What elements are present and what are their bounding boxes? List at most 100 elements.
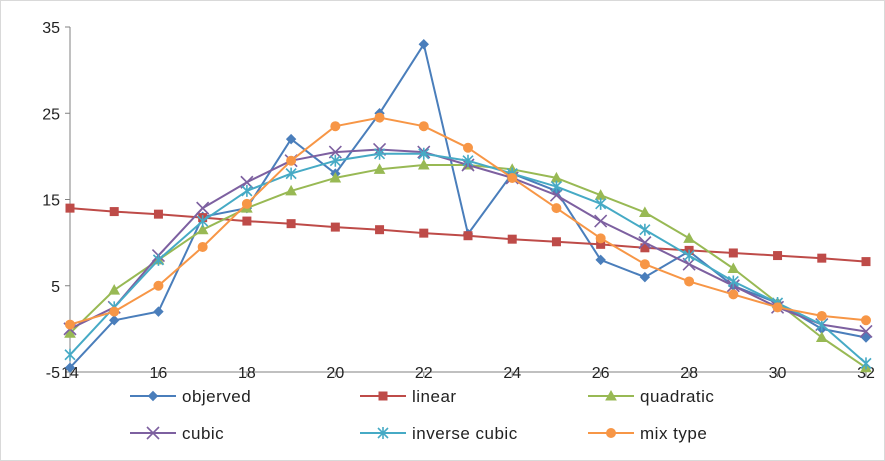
series-inverse-cubic [64, 147, 872, 370]
legend-label: quadratic [640, 387, 714, 406]
data-point-quadratic [108, 284, 121, 295]
data-point-linear [728, 248, 738, 258]
data-point-cubic [859, 324, 873, 339]
legend-label: mix type [640, 424, 707, 443]
data-point-linear [65, 203, 75, 213]
data-point-inverse-cubic [595, 197, 607, 210]
x-tick-label: 30 [769, 365, 787, 382]
legend-label: cubic [182, 424, 224, 443]
data-point-cubic [196, 201, 210, 215]
data-point-mix-type [684, 276, 695, 287]
data-point-quadratic [373, 163, 386, 174]
legend-item-cubic: cubic [130, 424, 224, 443]
legend-marker [606, 428, 616, 438]
data-point-quadratic [417, 158, 430, 170]
data-point-mix-type [418, 121, 429, 132]
data-point-mix-type [551, 203, 562, 214]
data-point-cubic [594, 214, 608, 228]
data-point-mix-type [772, 302, 783, 313]
data-point-linear [463, 231, 473, 241]
data-point-objerved [418, 39, 429, 50]
data-point-objerved [285, 133, 297, 145]
x-tick-label: 20 [326, 365, 344, 382]
data-point-quadratic [639, 206, 651, 217]
x-tick-label: 26 [592, 365, 610, 382]
data-point-inverse-cubic [639, 223, 651, 236]
data-point-mix-type [197, 241, 208, 252]
data-point-linear [286, 219, 296, 229]
data-point-quadratic [683, 232, 695, 243]
data-point-quadratic [815, 331, 828, 342]
data-point-mix-type [153, 280, 164, 291]
series-mix-type [65, 112, 871, 330]
x-tick-label: 22 [415, 365, 433, 382]
y-tick-label: -5 [46, 365, 60, 382]
x-tick-label: 24 [503, 365, 521, 382]
data-point-mix-type [286, 155, 297, 166]
legend-marker [146, 426, 160, 440]
legend-marker [605, 389, 617, 401]
y-tick-label: 25 [42, 106, 60, 123]
y-tick-label: 35 [42, 20, 60, 37]
data-point-linear [861, 257, 871, 267]
series-line-cubic [69, 148, 867, 333]
data-point-inverse-cubic [152, 253, 165, 266]
series-line-quadratic [69, 164, 867, 369]
legend-item-objerved: objerved [130, 387, 251, 406]
data-point-mix-type [65, 319, 75, 330]
data-point-linear [375, 225, 385, 235]
data-point-objerved [595, 254, 606, 266]
data-point-inverse-cubic [329, 154, 341, 167]
y-tick-label: 15 [42, 193, 60, 210]
data-point-mix-type [507, 172, 518, 183]
legend-marker [377, 427, 389, 439]
data-point-cubic [638, 236, 652, 250]
data-point-objerved [860, 332, 872, 343]
data-point-mix-type [816, 310, 827, 321]
series-quadratic [64, 158, 872, 373]
data-point-inverse-cubic [64, 348, 76, 361]
legend-item-linear: linear [360, 387, 456, 406]
series-objerved [64, 39, 872, 373]
data-point-linear [507, 234, 517, 244]
legend: objerved linear quadratic cubic inverse cubi… [130, 387, 714, 443]
data-point-linear [551, 237, 561, 247]
data-point-inverse-cubic [860, 357, 872, 370]
x-tick-label: 32 [857, 365, 875, 382]
data-point-linear [242, 216, 252, 226]
legend-marker [147, 390, 159, 402]
data-point-objerved [64, 362, 76, 373]
series-line-objerved [69, 43, 867, 369]
data-point-objerved [109, 315, 120, 326]
data-point-mix-type [330, 121, 341, 132]
x-tick-label: 18 [238, 365, 256, 382]
legend-marker [378, 391, 388, 401]
data-point-quadratic [727, 262, 740, 273]
data-point-objerved [153, 306, 164, 317]
data-point-linear [109, 207, 119, 217]
data-point-mix-type [374, 112, 385, 123]
data-point-mix-type [109, 306, 120, 317]
data-point-mix-type [463, 142, 473, 153]
x-tick-label: 14 [61, 365, 79, 382]
data-point-inverse-cubic [418, 147, 430, 160]
data-point-inverse-cubic [550, 180, 563, 193]
data-point-mix-type [861, 315, 871, 326]
data-point-quadratic [196, 223, 209, 235]
legend-item-inverse-cubic: inverse cubic [360, 424, 517, 443]
data-point-mix-type [241, 198, 252, 209]
data-point-inverse-cubic [241, 184, 253, 197]
data-point-quadratic [64, 327, 76, 338]
data-point-inverse-cubic [683, 249, 695, 262]
data-point-linear [419, 228, 429, 238]
data-point-inverse-cubic [462, 154, 474, 167]
axes: -5 5 15 25 35 14 16 18 20 22 24 26 28 30 32 [42, 20, 875, 382]
data-point-inverse-cubic [197, 215, 209, 228]
data-point-quadratic [329, 171, 342, 183]
data-point-inverse-cubic [285, 167, 297, 180]
data-point-linear [330, 222, 340, 232]
series-group [63, 39, 873, 373]
data-point-linear [773, 251, 783, 261]
data-point-mix-type [728, 289, 739, 300]
